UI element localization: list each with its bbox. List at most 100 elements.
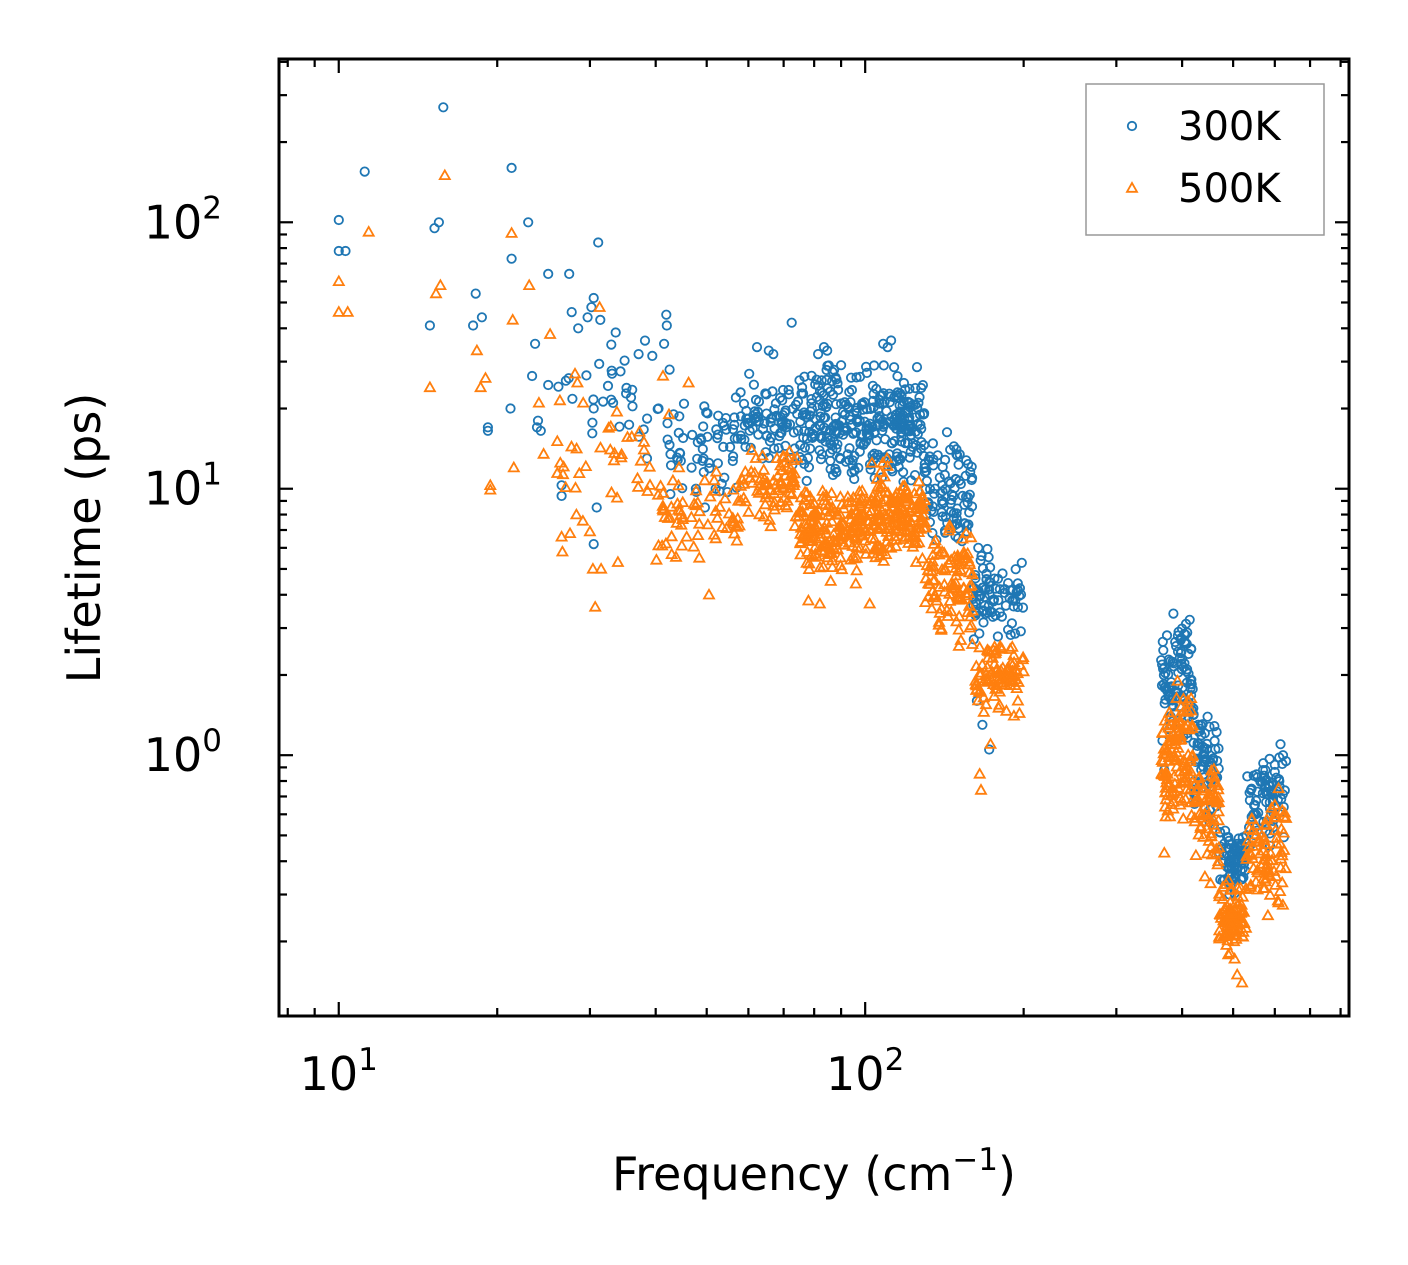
data-point bbox=[973, 668, 987, 681]
data-point bbox=[925, 601, 939, 614]
data-point bbox=[752, 486, 766, 498]
data-point bbox=[1185, 718, 1199, 731]
data-point bbox=[901, 425, 912, 436]
data-point bbox=[792, 505, 807, 517]
data-point bbox=[783, 384, 794, 396]
data-point bbox=[697, 455, 708, 466]
data-point bbox=[1244, 878, 1258, 890]
data-point bbox=[875, 477, 889, 490]
y-tick-labels: 100 101 102 bbox=[144, 190, 222, 782]
data-point bbox=[882, 522, 896, 535]
data-point bbox=[860, 361, 872, 372]
data-point bbox=[821, 364, 832, 376]
data-point bbox=[1189, 848, 1203, 860]
data-point bbox=[474, 380, 488, 393]
data-point bbox=[1216, 913, 1231, 926]
data-point bbox=[699, 401, 710, 412]
data-point bbox=[833, 550, 847, 563]
data-point bbox=[732, 518, 746, 531]
data-point bbox=[555, 529, 569, 542]
data-point bbox=[813, 380, 824, 391]
data-point bbox=[882, 518, 896, 531]
data-point bbox=[888, 420, 899, 431]
data-point bbox=[917, 379, 929, 391]
data-point bbox=[999, 587, 1010, 598]
data-point bbox=[1161, 683, 1172, 695]
data-point bbox=[593, 440, 608, 453]
data-point bbox=[689, 483, 703, 496]
data-point bbox=[1255, 828, 1269, 841]
x-tick-label: 102 bbox=[826, 1042, 904, 1101]
data-point bbox=[794, 535, 808, 547]
data-point bbox=[1234, 906, 1248, 918]
data-point bbox=[952, 503, 963, 514]
legend: 300K 500K bbox=[1085, 83, 1325, 236]
data-point bbox=[712, 432, 723, 444]
data-point bbox=[770, 398, 782, 409]
data-point bbox=[771, 469, 785, 481]
data-point bbox=[1199, 728, 1210, 739]
data-point bbox=[1208, 822, 1222, 834]
data-point bbox=[988, 639, 1002, 652]
data-point bbox=[889, 533, 903, 545]
data-point bbox=[846, 549, 860, 561]
data-point bbox=[784, 462, 798, 474]
data-point bbox=[1186, 679, 1197, 690]
data-point bbox=[506, 162, 517, 173]
data-point bbox=[652, 403, 663, 415]
legend-box bbox=[1085, 83, 1325, 236]
data-point bbox=[570, 375, 584, 388]
data-point bbox=[928, 460, 939, 471]
data-point bbox=[1185, 749, 1199, 762]
data-point bbox=[666, 473, 680, 486]
data-point bbox=[707, 528, 721, 540]
data-point bbox=[776, 416, 787, 427]
data-point bbox=[1198, 799, 1212, 812]
data-point bbox=[872, 541, 886, 553]
data-point bbox=[1245, 812, 1259, 824]
data-point bbox=[736, 433, 747, 445]
data-point bbox=[550, 466, 564, 478]
data-point bbox=[870, 472, 884, 484]
data-point bbox=[773, 442, 784, 454]
data-point bbox=[899, 523, 913, 535]
data-point bbox=[719, 472, 730, 483]
data-point bbox=[787, 453, 801, 466]
data-point bbox=[543, 327, 557, 339]
data-point bbox=[677, 483, 688, 494]
legend-label: 300K bbox=[1178, 104, 1282, 150]
data-point bbox=[537, 447, 551, 459]
data-point bbox=[798, 517, 812, 529]
data-point bbox=[874, 410, 885, 422]
data-point bbox=[1260, 812, 1274, 825]
data-point bbox=[1012, 584, 1023, 595]
data-point bbox=[898, 479, 912, 491]
data-point bbox=[815, 454, 827, 465]
data-point bbox=[974, 628, 985, 639]
data-point bbox=[1230, 868, 1242, 879]
data-point bbox=[564, 268, 575, 279]
data-point bbox=[333, 245, 344, 257]
data-point bbox=[926, 548, 940, 560]
data-point bbox=[1194, 738, 1205, 750]
data-point bbox=[1229, 895, 1243, 908]
data-point bbox=[881, 486, 895, 498]
y-tick-label: 101 bbox=[144, 457, 222, 516]
data-point bbox=[1261, 908, 1275, 921]
data-point bbox=[805, 529, 819, 542]
data-point bbox=[1219, 877, 1233, 889]
data-point bbox=[1170, 636, 1181, 648]
data-point bbox=[809, 507, 823, 519]
data-point bbox=[912, 535, 926, 548]
data-point bbox=[1205, 847, 1219, 860]
data-point bbox=[971, 693, 985, 706]
data-point bbox=[1274, 822, 1288, 834]
data-point bbox=[894, 406, 905, 417]
data-point bbox=[359, 166, 370, 177]
data-point bbox=[735, 411, 747, 422]
data-point bbox=[1174, 652, 1186, 663]
data-point bbox=[570, 441, 584, 454]
data-point bbox=[973, 640, 987, 653]
data-point bbox=[915, 490, 929, 503]
data-point bbox=[1011, 693, 1025, 706]
